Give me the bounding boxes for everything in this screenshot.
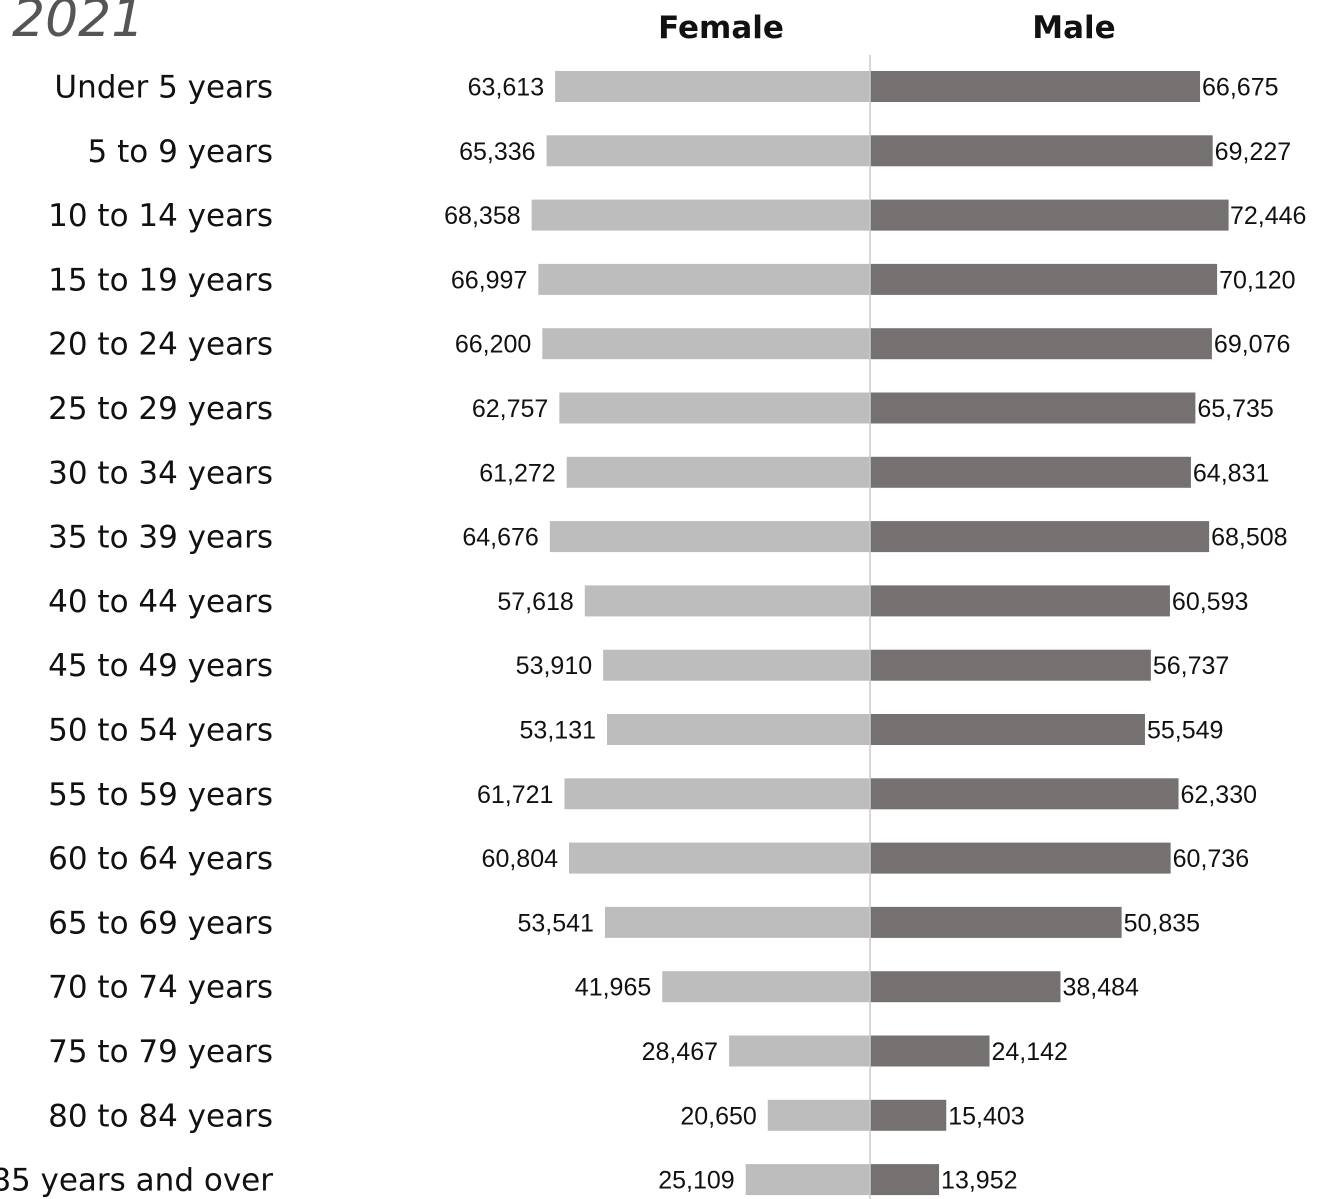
female-bar: [745, 1164, 870, 1196]
male-value-label: 60,736: [1173, 845, 1249, 873]
age-group-label: 75 to 79 years: [48, 1034, 273, 1070]
male-value-label: 24,142: [992, 1038, 1068, 1066]
age-group-label: 55 to 59 years: [48, 777, 273, 813]
male-value-label: 64,831: [1193, 459, 1269, 487]
female-bar: [604, 906, 870, 938]
age-group-label: 40 to 44 years: [48, 584, 273, 620]
age-group-label: 35 to 39 years: [48, 520, 273, 556]
male-bar: [870, 135, 1213, 167]
age-group-label: 65 to 69 years: [48, 905, 273, 941]
age-group-label: 25 to 29 years: [48, 391, 273, 427]
female-value-label: 28,467: [642, 1038, 718, 1066]
male-bar: [870, 971, 1061, 1003]
male-bar: [870, 328, 1212, 360]
male-value-label: 50,835: [1124, 909, 1200, 937]
female-value-label: 25,109: [658, 1167, 734, 1195]
age-group-label: 45 to 49 years: [48, 648, 273, 684]
female-value-label: 60,804: [482, 845, 559, 873]
female-bar: [559, 392, 870, 424]
female-value-label: 20,650: [680, 1102, 756, 1130]
female-bar: [584, 585, 870, 617]
female-bar: [542, 328, 870, 360]
male-value-label: 13,952: [941, 1167, 1017, 1195]
female-bar: [546, 135, 870, 167]
female-value-label: 53,131: [520, 717, 596, 745]
female-value-label: 53,541: [518, 909, 594, 937]
male-value-label: 60,593: [1172, 588, 1248, 616]
age-group-label: 80 to 84 years: [48, 1098, 273, 1134]
male-value-label: 68,508: [1211, 524, 1287, 552]
age-group-label: 15 to 19 years: [48, 262, 273, 298]
male-bar: [870, 456, 1191, 488]
age-group-label: 60 to 64 years: [48, 841, 273, 877]
male-value-label: 70,120: [1219, 266, 1295, 294]
female-bar: [549, 521, 870, 553]
male-bar: [870, 842, 1171, 874]
male-value-label: 69,227: [1215, 138, 1291, 166]
male-bar: [870, 649, 1151, 681]
female-bar: [607, 714, 870, 745]
female-value-label: 68,358: [444, 202, 520, 230]
female-value-label: 53,910: [516, 652, 592, 680]
female-bar: [569, 842, 870, 874]
male-value-label: 72,446: [1230, 202, 1306, 230]
legend-male: Male: [1032, 10, 1115, 46]
male-value-label: 56,737: [1153, 652, 1229, 680]
male-value-label: 65,735: [1197, 395, 1273, 423]
male-bar: [870, 199, 1229, 231]
chart-title: 2021: [12, 0, 144, 49]
male-value-label: 38,484: [1062, 974, 1139, 1002]
male-bar: [870, 585, 1170, 617]
male-bar: [870, 778, 1179, 810]
female-bar: [729, 1035, 870, 1067]
female-value-label: 63,613: [468, 74, 544, 102]
male-bar: [870, 1099, 947, 1131]
age-group-label: 70 to 74 years: [48, 970, 273, 1006]
female-value-label: 66,997: [451, 266, 527, 294]
age-group-label: 20 to 24 years: [48, 327, 273, 363]
female-bar: [566, 456, 870, 488]
female-value-label: 61,721: [477, 781, 553, 809]
age-group-label: 5 to 9 years: [88, 134, 273, 170]
female-value-label: 41,965: [575, 974, 651, 1002]
female-bar: [538, 263, 870, 295]
male-bar: [870, 714, 1145, 745]
female-value-label: 66,200: [455, 331, 531, 359]
bars-group: Under 5 years 63,613 66,675 5 to 9 years 65,…: [0, 70, 1306, 1199]
male-bar: [870, 1164, 940, 1196]
male-bar: [870, 392, 1196, 424]
legend-female: Female: [658, 10, 784, 46]
female-value-label: 65,336: [459, 138, 535, 166]
female-bar: [531, 199, 870, 231]
male-bar: [870, 263, 1218, 295]
age-group-label: 10 to 14 years: [48, 198, 273, 234]
female-value-label: 64,676: [462, 524, 538, 552]
female-bar: [555, 71, 870, 102]
male-value-label: 15,403: [948, 1102, 1024, 1130]
female-bar: [767, 1099, 870, 1131]
male-value-label: 69,076: [1214, 331, 1290, 359]
female-value-label: 62,757: [472, 395, 548, 423]
male-bar: [870, 71, 1201, 102]
age-group-label: Under 5 years: [54, 70, 273, 106]
male-value-label: 62,330: [1181, 781, 1257, 809]
male-bar: [870, 521, 1210, 553]
female-value-label: 57,618: [497, 588, 573, 616]
male-value-label: 55,549: [1147, 717, 1223, 745]
age-group-label: 85 years and over: [0, 1163, 273, 1199]
female-bar: [603, 649, 870, 681]
male-value-label: 66,675: [1202, 74, 1278, 102]
female-value-label: 61,272: [479, 459, 555, 487]
male-bar: [870, 906, 1122, 938]
male-bar: [870, 1035, 990, 1067]
female-bar: [564, 778, 870, 810]
age-group-label: 30 to 34 years: [48, 455, 273, 491]
age-group-label: 50 to 54 years: [48, 713, 273, 749]
female-bar: [662, 971, 870, 1003]
